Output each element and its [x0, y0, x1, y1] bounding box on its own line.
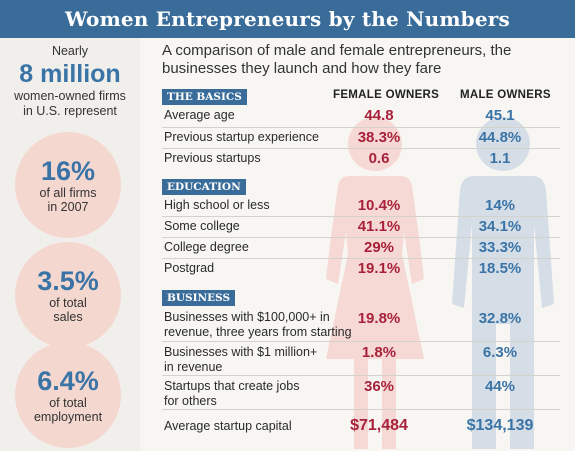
- section-header-business: BUSINESS: [162, 290, 236, 306]
- row-label-line: Previous startups: [164, 151, 261, 165]
- table-row: Startups that create jobs for others 36%…: [162, 375, 560, 410]
- row-label: Postgrad: [164, 261, 214, 276]
- column-header-female: FEMALE OWNERS: [333, 89, 440, 101]
- stat-circle-employment: 6.4% of total employment: [15, 342, 121, 448]
- row-label-line: Startups that create jobs: [164, 379, 300, 393]
- female-value: 29%: [363, 239, 395, 256]
- stat-circle-sales: 3.5% of total sales: [15, 242, 121, 348]
- row-label: Average startup capital: [164, 419, 292, 434]
- row-label-line: Average age: [164, 108, 235, 122]
- row-label: Businesses with $100,000+ in revenue, th…: [164, 310, 352, 340]
- female-value: 19.1%: [357, 260, 401, 277]
- header-bar: Women Entrepreneurs by the Numbers: [0, 0, 575, 38]
- row-label: Previous startups: [164, 151, 261, 166]
- stat-label-2: sales: [53, 310, 83, 324]
- stat-label-1: of total: [49, 296, 87, 310]
- table-row: Some college 41.1% 34.1%: [162, 216, 560, 238]
- row-label: High school or less: [164, 198, 270, 213]
- male-value: 1.1: [489, 150, 511, 167]
- male-value: 32.8%: [478, 310, 522, 327]
- row-label: Startups that create jobs for others: [164, 379, 300, 409]
- row-label-line: Previous startup experience: [164, 130, 319, 144]
- row-label-line: for others: [164, 394, 217, 408]
- stat-label-2: in 2007: [47, 200, 89, 214]
- stat-value: 6.4%: [37, 366, 99, 396]
- column-header-male: MALE OWNERS: [460, 89, 551, 101]
- row-label: Average age: [164, 108, 235, 123]
- sidebar-intro: Nearly 8 million women-owned firms in U.…: [0, 44, 140, 119]
- row-label-line: Postgrad: [164, 261, 215, 275]
- female-value: 1.8%: [361, 344, 397, 361]
- row-label-line: revenue, three years from starting: [164, 325, 352, 339]
- female-value: 38.3%: [357, 129, 401, 146]
- sidebar: Nearly 8 million women-owned firms in U.…: [0, 38, 140, 451]
- subtitle-line-1: A comparison of male and female entrepre…: [162, 42, 512, 59]
- male-silhouette-icon: [452, 117, 554, 449]
- subtitle-line-2: businesses they launch and how they fare: [162, 60, 442, 77]
- row-label-line: Average startup capital: [164, 419, 292, 433]
- intro-line-2: women-owned firms: [14, 89, 126, 103]
- female-silhouette-icon: [326, 117, 424, 449]
- row-label: College degree: [164, 240, 249, 255]
- intro-line-1: Nearly: [51, 44, 89, 58]
- stat-circle-firms: 16% of all firms in 2007: [15, 132, 121, 238]
- male-value: 33.3%: [478, 239, 522, 256]
- stat-value: 16%: [40, 156, 96, 186]
- table-row: Postgrad 19.1% 18.5%: [162, 258, 560, 279]
- table-row: Businesses with $100,000+ in revenue, th…: [162, 307, 560, 342]
- comparison-panel: A comparison of male and female entrepre…: [140, 38, 575, 451]
- subtitle: A comparison of male and female entrepre…: [162, 42, 562, 78]
- row-label-line: High school or less: [164, 198, 270, 212]
- stat-label-1: of total: [49, 396, 87, 410]
- intro-big-number: 8 million: [19, 60, 121, 88]
- male-value: 44%: [484, 378, 516, 395]
- row-label-line: Businesses with $100,000+ in: [164, 310, 330, 324]
- male-value: 6.3%: [482, 344, 518, 361]
- row-label-line: Businesses with $1 million+: [164, 345, 318, 359]
- table-row: Businesses with $1 million+ in revenue 1…: [162, 341, 560, 376]
- table-row: Average startup capital $71,484 $134,139: [162, 409, 560, 443]
- female-value: 36%: [363, 378, 395, 395]
- stat-value: 3.5%: [37, 266, 99, 296]
- section-header-basics: THE BASICS: [162, 89, 247, 105]
- table-row: Previous startup experience 38.3% 44.8%: [162, 127, 560, 149]
- row-label-line: in revenue: [164, 360, 223, 374]
- stat-label-1: of all firms: [39, 186, 97, 200]
- table-row: High school or less 10.4% 14%: [162, 196, 560, 217]
- female-value: 10.4%: [357, 197, 401, 214]
- female-value: $71,484: [350, 417, 408, 434]
- female-value: 41.1%: [357, 218, 401, 235]
- row-label-line: Some college: [164, 219, 240, 233]
- stat-label-2: employment: [33, 410, 103, 424]
- row-label: Businesses with $1 million+ in revenue: [164, 345, 317, 375]
- male-value: 45.1: [485, 107, 515, 124]
- row-label-line: College degree: [164, 240, 249, 254]
- female-value: 0.6: [368, 150, 390, 167]
- section-header-education: EDUCATION: [162, 179, 246, 195]
- female-value: 19.8%: [357, 310, 401, 327]
- male-value: 18.5%: [478, 260, 522, 277]
- male-value: 14%: [484, 197, 516, 214]
- table-row: Previous startups 0.6 1.1: [162, 148, 560, 169]
- table-row: Average age 44.8 45.1: [162, 106, 560, 128]
- table-row: College degree 29% 33.3%: [162, 237, 560, 259]
- female-value: 44.8: [364, 107, 394, 124]
- male-value: 34.1%: [478, 218, 522, 235]
- male-value: $134,139: [466, 417, 534, 434]
- row-label: Some college: [164, 219, 240, 234]
- male-value: 44.8%: [478, 129, 522, 146]
- page-title: Women Entrepreneurs by the Numbers: [65, 7, 510, 31]
- intro-line-3: in U.S. represent: [23, 104, 117, 118]
- row-label: Previous startup experience: [164, 130, 319, 145]
